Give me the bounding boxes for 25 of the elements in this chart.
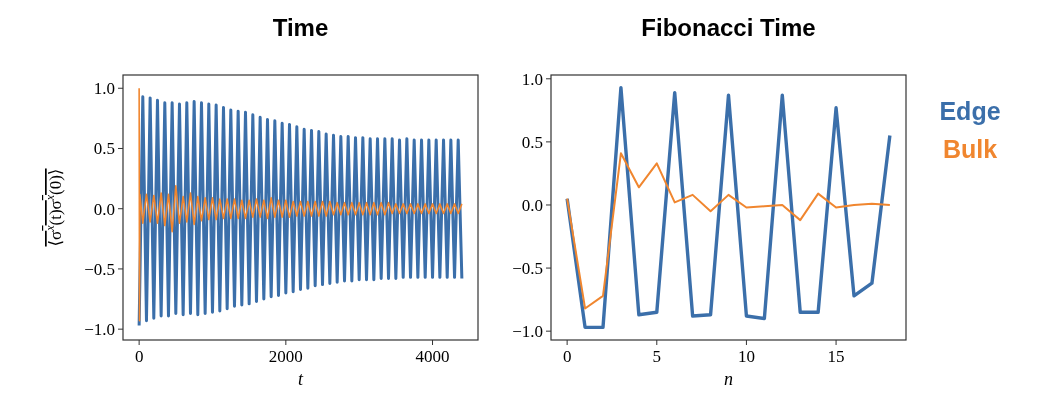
x-axis-title: n	[724, 369, 733, 389]
y-tick-label: 0.5	[93, 139, 115, 159]
line-series	[565, 85, 892, 330]
x-axis-title: t	[297, 369, 304, 389]
chart-title: Fibonacci Time	[641, 14, 816, 41]
y-tick-label: −1.0	[84, 320, 115, 340]
y-tick-label: 0.5	[521, 132, 543, 152]
x-tick-label: 0	[562, 347, 572, 366]
x-tick-label: 0	[134, 347, 144, 366]
y-tick-label: 1.0	[521, 69, 543, 89]
text: Edge	[939, 97, 1001, 125]
x-tick-label: 4000	[415, 347, 450, 366]
text: Bulk	[942, 135, 998, 163]
chart-title: Time	[272, 14, 329, 41]
y-tick-label: 0.0	[521, 195, 543, 215]
x-tick-label: 15	[827, 347, 845, 366]
x-tick-label: 5	[652, 347, 662, 366]
y-tick-label: −0.5	[512, 259, 543, 279]
x-tick-label: 2000	[268, 347, 303, 366]
y-tick-label: 1.0	[93, 79, 115, 99]
x-tick-label: 10	[737, 347, 755, 366]
y-tick-label: −0.5	[84, 259, 115, 279]
y-tick-label: 0.0	[93, 199, 115, 219]
y-tick-label: −1.0	[512, 322, 543, 342]
line-series	[566, 152, 891, 310]
